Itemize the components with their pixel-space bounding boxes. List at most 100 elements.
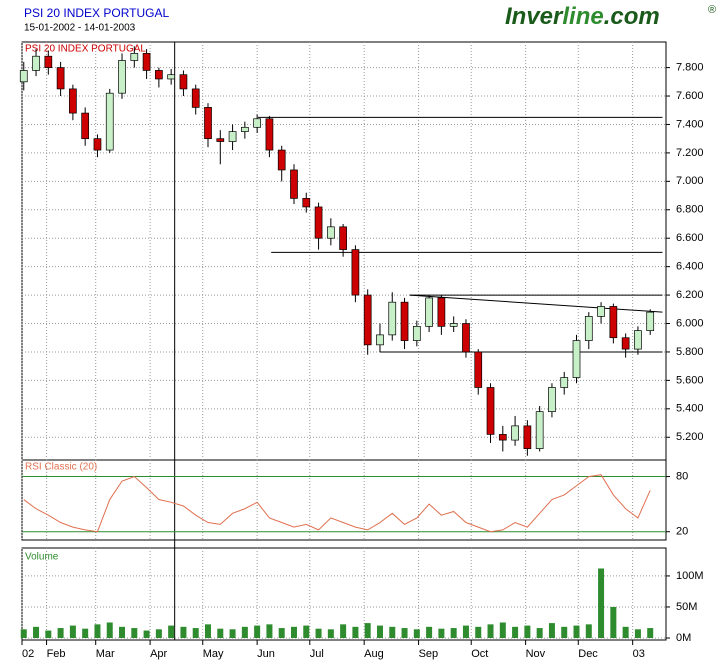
volume-bar [278,628,285,638]
candle-body [597,306,605,317]
volume-bar [315,628,322,638]
candle-body [179,74,188,90]
candle-body [646,311,655,331]
volume-bar [426,626,433,638]
volume-bar [155,629,162,638]
candle-body [191,88,200,108]
volume-bar [634,629,641,638]
volume-bar [598,568,605,638]
y-tick-label: 6.400 [676,261,704,273]
y-tick-label: 6.000 [676,317,704,329]
panel-label: PSI 20 INDEX PORTUGAL [25,44,146,55]
volume-bar [647,628,654,638]
title: PSI 20 INDEX PORTUGAL [24,6,169,20]
y-tick-label: 100M [676,570,704,582]
volume-bar [33,626,40,638]
candle-body [634,330,642,350]
candle-body [437,297,446,327]
volume-bar [462,625,469,638]
volume-bar [180,626,187,638]
volume-bar [192,628,199,638]
volume-bar [475,626,482,638]
volume-bar [94,624,101,638]
y-tick-label: 7.000 [676,175,704,187]
volume-bar [106,622,113,638]
volume-bar [45,630,52,638]
y-tick-label: 7.800 [676,61,704,73]
volume-bar [413,629,420,638]
y-tick-label: 20 [676,526,688,538]
y-tick-label: 50M [676,601,697,613]
volume-bar [205,624,212,638]
candle-body [609,306,618,339]
candle-body [548,387,556,413]
rsi-line [23,474,651,533]
y-tick-label: 5.600 [676,374,704,386]
candle-body [19,70,28,83]
candle-body [241,126,249,132]
candle-body [265,118,274,151]
x-tick-label: Aug [364,648,384,660]
candle-body [69,88,77,114]
volume-bar [229,629,236,638]
x-tick-label: Feb [47,648,66,660]
candle-body [290,169,298,199]
candle-body [277,149,286,171]
trend-line [409,294,663,313]
candle-body [216,138,225,142]
logo-part: Inver [505,3,564,30]
volume-bar [168,625,175,638]
volume-bar [340,624,347,638]
y-tick-label: 6.600 [676,232,704,244]
candle-body [351,249,360,296]
panel-label: Volume [25,552,59,563]
candle-body [228,131,237,142]
x-tick-label: Nov [526,648,546,660]
candle-body [204,107,212,140]
volume-bar [364,623,371,638]
candle-body [523,425,532,449]
y-tick-label: 6.800 [676,204,704,216]
volume-bar [241,626,248,638]
candle-body [474,351,483,388]
candle-body [93,138,102,151]
volume-bar [57,628,64,638]
y-tick-label: 6.200 [676,289,704,301]
volume-bar [561,626,568,638]
candle-body [412,326,421,341]
volume-bar [82,628,89,638]
x-tick-label: Oct [471,648,488,660]
candle-body [535,411,544,449]
candle-body [560,377,569,388]
x-tick-label: Dec [578,648,598,660]
candle-body [511,425,519,441]
x-tick-label: May [203,648,224,660]
candle-body [105,92,114,151]
volume-bar [290,626,297,638]
candle-body [44,55,53,68]
candle-body [388,301,397,336]
y-tick-label: 7.200 [676,147,704,159]
candle-body [376,334,384,346]
volume-bar [266,624,273,638]
volume-bar [217,628,224,638]
candle-body [572,340,581,378]
candle-body [498,434,507,441]
candle-body [167,74,176,80]
volume-bar [119,626,126,638]
candle-body [155,70,163,80]
volume-bar [376,625,383,638]
x-tick-label: 03 [633,648,645,660]
volume-bar [254,625,261,638]
volume-bar [512,626,519,638]
volume-bar [499,622,506,638]
volume-bar [573,625,580,638]
volume-bar [327,629,334,638]
volume-bar [389,626,396,638]
y-tick-label: 80 [676,470,688,482]
logo-part: .com [604,3,660,30]
candle-body [425,297,433,327]
candle-body [363,294,372,346]
